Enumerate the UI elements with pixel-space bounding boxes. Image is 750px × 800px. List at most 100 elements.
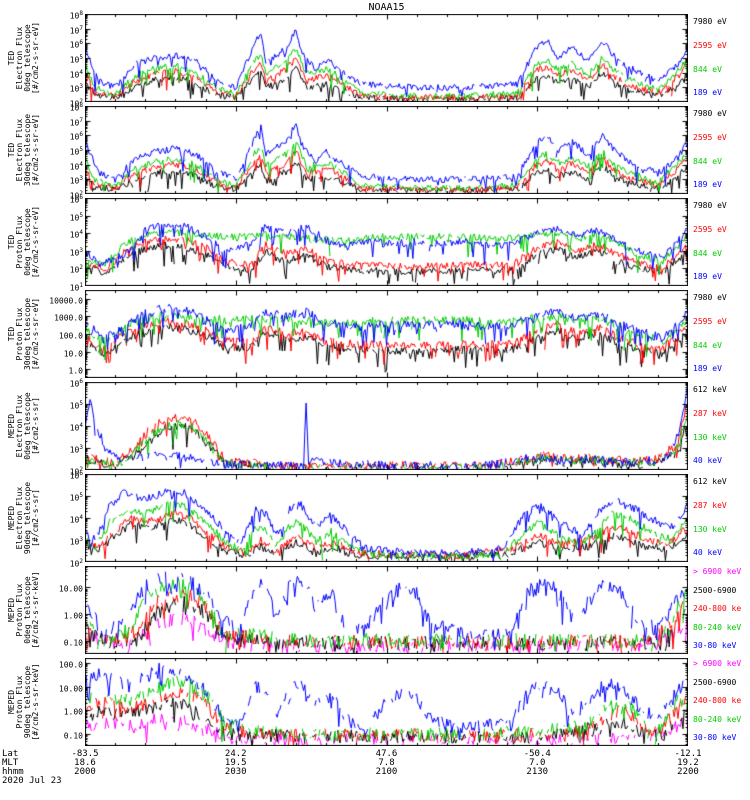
y-tick-base: 10 (69, 191, 80, 201)
y-tick-label: 102 (33, 557, 83, 569)
legend-label-red: 2595 eV (693, 40, 727, 50)
y-tick-exponent: 5 (79, 54, 83, 61)
y-tick-exponent: 8 (79, 102, 83, 109)
y-tick-base: 100.0 (58, 660, 83, 670)
legend-label-blue: 40 keV (693, 548, 722, 558)
y-tick-exponent: 6 (79, 378, 83, 385)
x-tick-hhmm-value: 2200 (677, 767, 699, 777)
y-tick-label: 101 (33, 281, 83, 293)
legend-label-green: 844 eV (693, 64, 722, 74)
y-tick-exponent: 4 (79, 229, 83, 237)
y-tick-base: 10.00 (58, 584, 83, 594)
plot-title: NOAA15 (368, 2, 405, 13)
y-tick-label: 102 (33, 97, 83, 109)
y-tick-base: 10 (69, 266, 80, 276)
y-tick-label: 0.10 (33, 636, 83, 648)
panel-ted-electron-30deg-plot (85, 106, 688, 194)
y-tick-exponent: 5 (79, 492, 83, 499)
y-tick-label: 104 (33, 421, 83, 433)
axis-title-ted-proton-30deg: TED Proton Flux 30deg telescope [#/cm2-s-sr… (7, 290, 40, 378)
axis-title-line: [#/cm2-s-sr-eV] (31, 21, 40, 95)
y-tick-label: 108 (33, 101, 83, 113)
y-tick-label: 10000.0 (33, 294, 83, 306)
y-tick-exponent: 7 (79, 116, 83, 124)
y-tick-label: 104 (33, 513, 83, 525)
y-tick-exponent: 5 (79, 400, 83, 407)
legend-label-red: 287 keV (693, 408, 727, 418)
legend-label-green: 844 eV (693, 156, 722, 166)
legend-label-green: 844 eV (693, 248, 722, 258)
axis-title-line: [#/cm2-s-sr] (31, 489, 40, 547)
legend-label-magenta: > 6900 keV (693, 567, 742, 577)
y-tick-label: 106 (33, 193, 83, 205)
y-tick-exponent: 7 (79, 24, 83, 32)
y-tick-base: 10 (69, 84, 80, 94)
x-tick-mlt-value: 18.6 (74, 758, 96, 768)
y-tick-base: 10 (69, 445, 80, 455)
y-tick-label: 105 (33, 399, 83, 411)
y-tick-label: 105 (33, 211, 83, 223)
y-tick-base: 10000.0 (49, 296, 83, 306)
y-tick-base: 10 (69, 493, 80, 503)
x-tick-lat-value: -50.4 (523, 749, 551, 759)
y-tick-label: 102 (33, 465, 83, 477)
y-tick-base: 10 (69, 162, 80, 172)
y-tick-label: 1.0 (33, 364, 83, 376)
legend-label-green: 130 keV (693, 524, 727, 534)
y-tick-exponent: 2 (79, 190, 83, 197)
y-tick-exponent: 6 (79, 131, 83, 139)
x-tick-hhmm-value: 2130 (526, 767, 549, 777)
y-tick-label: 103 (33, 246, 83, 258)
y-tick-label: 1.00 (33, 705, 83, 717)
axis-title-meped-proton-90deg: MEPED Proton Flux 90deg telescope [#/cm2-s-… (7, 658, 40, 746)
y-tick-base: 10 (69, 55, 80, 65)
x-tick-lat-value: 24.2 (224, 749, 247, 759)
y-tick-base: 10 (69, 176, 80, 186)
axis-title-meped-electron-0deg: MEPED Electron Flux 0deg telescope [#/cm2-s… (7, 382, 40, 470)
x-tick-mlt-value: 7.8 (378, 758, 395, 768)
panel-meped-proton-90deg-plot (85, 658, 688, 746)
y-tick-label: 100.0 (33, 329, 83, 341)
y-tick-exponent: 2 (79, 466, 83, 473)
y-tick-exponent: 2 (79, 98, 83, 105)
y-tick-base: 10 (69, 283, 80, 293)
x-tick-lat-value: 47.6 (375, 749, 398, 759)
y-tick-label: 100.0 (33, 658, 83, 670)
y-tick-base: 10 (69, 537, 80, 547)
panel-ted-proton-0deg-plot (85, 198, 688, 286)
y-tick-label: 106 (33, 38, 83, 50)
y-tick-base: 10 (69, 103, 80, 113)
y-tick-base: 0.10 (63, 638, 83, 648)
y-tick-label: 10.00 (33, 582, 83, 594)
y-tick-label: 104 (33, 68, 83, 80)
y-tick-exponent: 2 (79, 264, 83, 272)
y-tick-base: 10 (69, 26, 80, 36)
y-tick-base: 10 (69, 248, 80, 258)
legend-label-blue: 189 eV (693, 364, 722, 374)
y-tick-exponent: 5 (79, 146, 83, 153)
y-tick-base: 10 (69, 99, 80, 109)
legend-label-red: 2595 eV (693, 224, 727, 234)
y-tick-base: 10 (69, 195, 80, 205)
legend-label-blue: 30-80 keV (693, 641, 737, 651)
y-tick-label: 102 (33, 189, 83, 201)
axis-title-ted-electron-0deg: TED Electron Flux 0deg telescope [#/cm2-s-s… (7, 14, 40, 102)
y-tick-label: 103 (33, 535, 83, 547)
axis-title-meped-proton-0deg: MEPED Proton Flux 0deg telescope [#/cm2-s-s… (7, 566, 40, 654)
y-tick-exponent: 3 (79, 444, 83, 451)
footer-row-label: MLT (2, 758, 19, 768)
y-tick-base: 10 (69, 11, 80, 21)
y-tick-base: 10.00 (58, 684, 83, 694)
y-tick-base: 10 (69, 401, 80, 411)
legend-label-green: 80-240 keV (693, 714, 742, 724)
y-tick-label: 102 (33, 263, 83, 275)
legend-label-blue: 40 keV (693, 456, 722, 466)
y-tick-label: 10.00 (33, 682, 83, 694)
y-tick-exponent: 4 (79, 68, 83, 76)
axis-title-ted-proton-0deg: TED Proton Flux 0deg telescope [#/cm2-s-sr-… (7, 198, 40, 286)
y-tick-label: 105 (33, 145, 83, 157)
legend-label-black: 2500-6900 (693, 585, 737, 595)
legend-label-black: 612 keV (693, 477, 727, 487)
legend-label-black: 612 keV (693, 385, 727, 395)
legend-label-red: 2595 eV (693, 316, 727, 326)
